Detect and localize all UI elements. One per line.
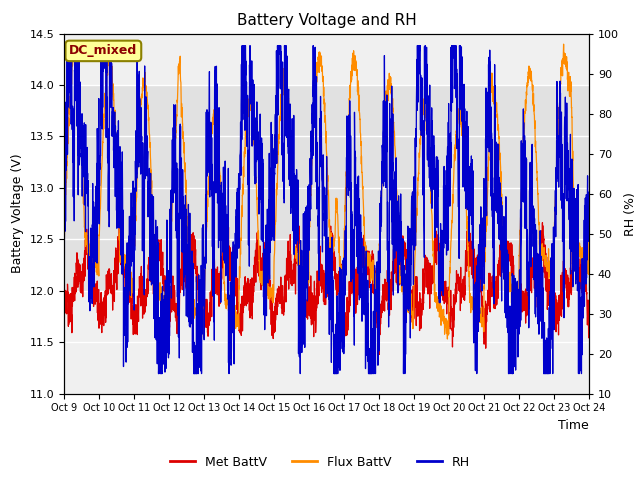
Bar (64, 85, 589, 291)
Legend: Met BattV, Flux BattV, RH: Met BattV, Flux BattV, RH (165, 451, 475, 474)
Text: DC_mixed: DC_mixed (69, 44, 138, 58)
X-axis label: Time: Time (558, 419, 589, 432)
Y-axis label: Battery Voltage (V): Battery Voltage (V) (11, 154, 24, 274)
Y-axis label: RH (%): RH (%) (625, 192, 637, 236)
Title: Battery Voltage and RH: Battery Voltage and RH (237, 13, 416, 28)
